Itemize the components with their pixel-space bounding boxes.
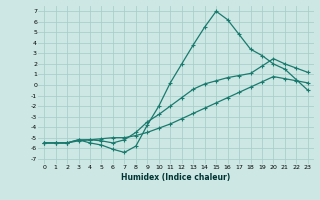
X-axis label: Humidex (Indice chaleur): Humidex (Indice chaleur) [121, 173, 231, 182]
